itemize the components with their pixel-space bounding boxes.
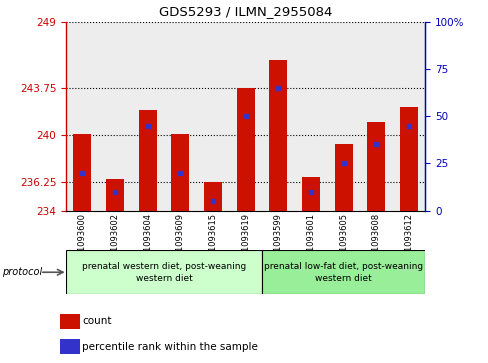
Bar [106,179,124,211]
Bar [392,22,425,211]
Bar [236,88,254,211]
Bar [60,339,80,354]
Bar [66,250,262,294]
Bar [269,60,287,211]
Bar [334,144,352,211]
Bar [294,22,327,211]
Text: prenatal low-fat diet, post-weaning
western diet: prenatal low-fat diet, post-weaning west… [264,262,423,283]
Bar [163,22,196,211]
Text: protocol: protocol [2,267,42,277]
Text: percentile rank within the sample: percentile rank within the sample [82,342,258,352]
Bar [73,134,91,211]
Bar [196,22,229,211]
Bar [171,134,189,211]
Bar [399,107,417,211]
Bar [262,22,294,211]
Bar [131,22,163,211]
Bar [139,110,156,211]
Bar [99,22,131,211]
Bar [262,250,425,294]
Bar [327,22,359,211]
Bar [229,22,262,211]
Bar [60,314,80,329]
Bar [66,22,99,211]
Title: GDS5293 / ILMN_2955084: GDS5293 / ILMN_2955084 [159,5,332,18]
Bar [359,22,392,211]
Text: count: count [82,316,111,326]
Bar [302,176,320,211]
Bar [203,182,222,211]
Text: prenatal western diet, post-weaning
western diet: prenatal western diet, post-weaning west… [82,262,245,283]
Bar [366,122,385,211]
